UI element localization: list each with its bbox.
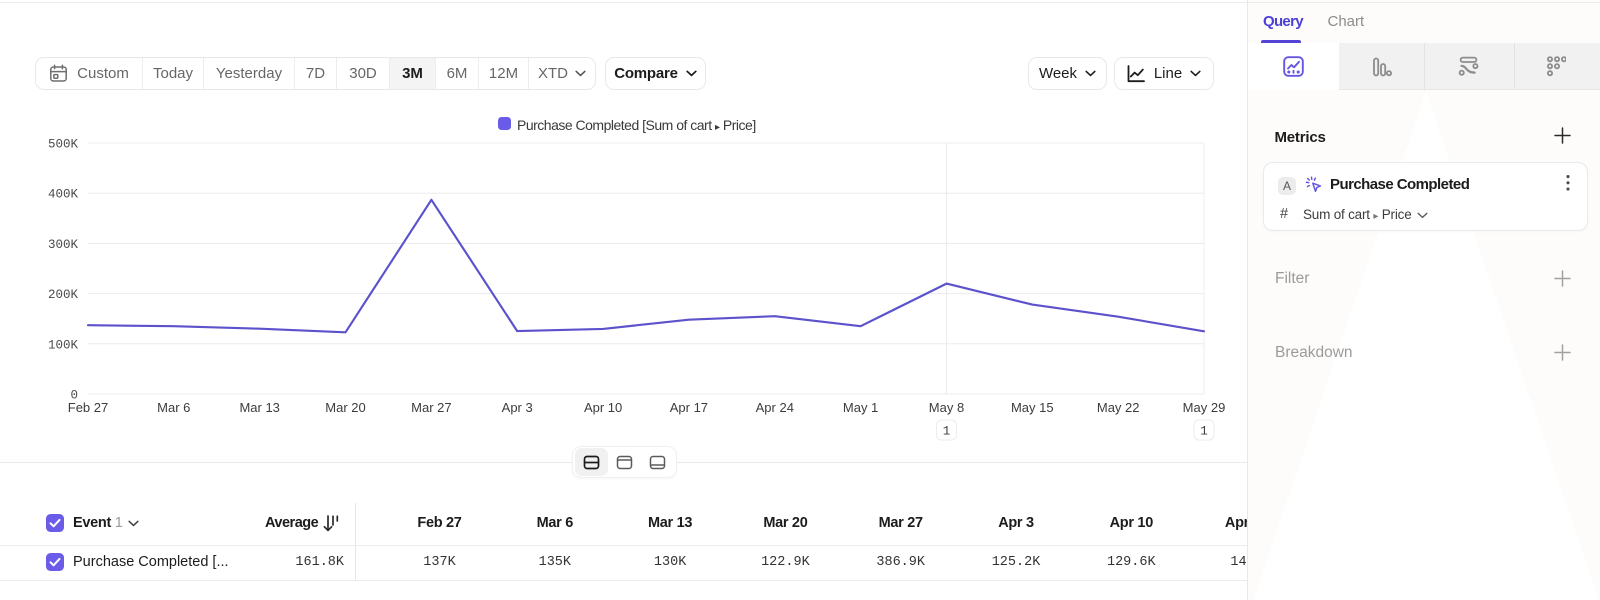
svg-text:Mar 13: Mar 13 xyxy=(239,400,279,415)
svg-text:Mar 6: Mar 6 xyxy=(157,400,190,415)
svg-text:400K: 400K xyxy=(48,188,79,202)
svg-text:1: 1 xyxy=(943,425,951,439)
svg-text:Apr 3: Apr 3 xyxy=(502,400,533,415)
svg-text:Mar 20: Mar 20 xyxy=(325,400,365,415)
svg-text:Mar 27: Mar 27 xyxy=(411,400,451,415)
svg-text:May 1: May 1 xyxy=(843,400,878,415)
svg-text:May 8: May 8 xyxy=(929,400,964,415)
svg-text:100K: 100K xyxy=(48,338,79,352)
svg-text:500K: 500K xyxy=(48,138,79,152)
svg-text:Feb 27: Feb 27 xyxy=(68,400,108,415)
svg-text:0: 0 xyxy=(70,389,78,403)
svg-text:Apr 17: Apr 17 xyxy=(670,400,708,415)
svg-text:300K: 300K xyxy=(48,238,79,252)
svg-text:May 15: May 15 xyxy=(1011,400,1054,415)
svg-text:May 29: May 29 xyxy=(1183,400,1226,415)
svg-text:Apr 10: Apr 10 xyxy=(584,400,622,415)
svg-text:200K: 200K xyxy=(48,288,79,302)
svg-text:May 22: May 22 xyxy=(1097,400,1140,415)
svg-text:Apr 24: Apr 24 xyxy=(756,400,794,415)
svg-text:1: 1 xyxy=(1200,425,1208,439)
